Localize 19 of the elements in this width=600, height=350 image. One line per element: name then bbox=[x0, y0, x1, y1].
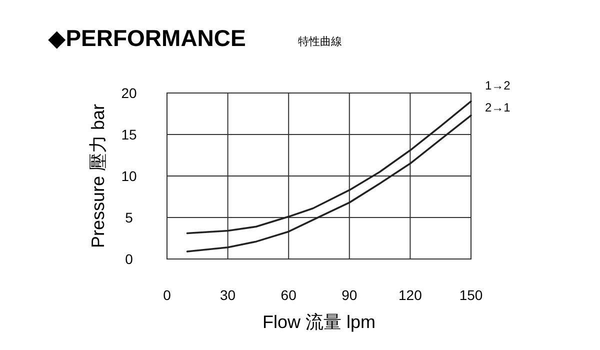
series-label: 2→1 bbox=[485, 100, 511, 114]
x-tick-label: 0 bbox=[163, 287, 172, 303]
y-axis-title: Pressure 壓力 bar bbox=[88, 104, 108, 248]
x-tick-label: 30 bbox=[220, 287, 236, 303]
x-tick-label: 60 bbox=[280, 287, 297, 303]
chart-subtitle: 特性曲線 bbox=[298, 35, 342, 48]
series-label: 1→2 bbox=[485, 78, 511, 92]
chart-title: ◆PERFORMANCE bbox=[48, 25, 246, 51]
y-tick-label: 20 bbox=[121, 85, 137, 101]
x-tick-label: 90 bbox=[342, 287, 358, 303]
y-tick-label: 10 bbox=[121, 168, 137, 184]
y-tick-label: 0 bbox=[125, 251, 134, 267]
x-tick-label: 120 bbox=[398, 287, 422, 303]
x-axis-title: Flow 流量 lpm bbox=[262, 312, 376, 332]
x-tick-label: 150 bbox=[459, 287, 483, 303]
line-series bbox=[186, 100, 472, 234]
y-tick-label: 5 bbox=[125, 210, 134, 226]
line-series bbox=[186, 114, 472, 252]
y-tick-label: 15 bbox=[121, 126, 137, 142]
